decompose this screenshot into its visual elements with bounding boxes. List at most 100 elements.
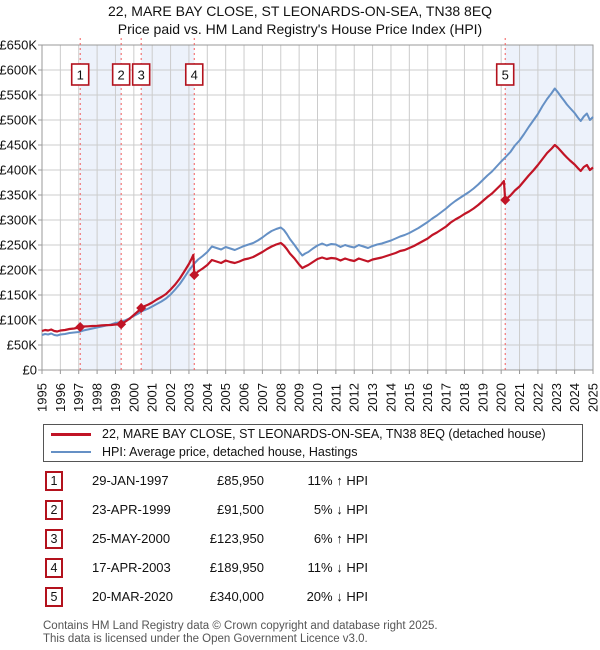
sale-date: 29-JAN-1997 <box>92 473 169 488</box>
sale-date: 20-MAR-2020 <box>92 589 173 604</box>
svg-text:1995: 1995 <box>35 383 50 412</box>
svg-text:2011: 2011 <box>328 384 343 412</box>
svg-text:1999: 1999 <box>108 383 123 412</box>
svg-text:£500K: £500K <box>0 113 37 128</box>
svg-text:2: 2 <box>118 68 125 83</box>
svg-text:£0: £0 <box>23 363 37 378</box>
svg-text:£50K: £50K <box>7 338 38 353</box>
sale-marker-box-2 <box>111 63 131 86</box>
svg-text:2014: 2014 <box>383 383 398 412</box>
svg-text:2001: 2001 <box>145 383 160 412</box>
svg-text:2007: 2007 <box>255 383 270 412</box>
svg-text:2017: 2017 <box>439 383 454 412</box>
svg-text:£600K: £600K <box>0 63 37 78</box>
svg-text:2008: 2008 <box>273 383 288 412</box>
sale-point-markers <box>75 195 511 333</box>
svg-text:£100K: £100K <box>0 313 37 328</box>
sale-marker-box-1 <box>70 63 90 86</box>
sale-hpi-change: 11% ↓ HPI <box>307 560 368 575</box>
sale-date: 25-MAY-2000 <box>92 531 171 546</box>
svg-text:2021: 2021 <box>512 383 527 412</box>
svg-text:2002: 2002 <box>163 383 178 412</box>
svg-text:£200K: £200K <box>0 263 37 278</box>
svg-text:2015: 2015 <box>402 383 417 412</box>
y-axis-labels: £0 £50K £100K £150K £200K £250K £300K £350K £400… <box>0 38 37 378</box>
table-row: 4 17-APR-2003 £189,950 11% ↓ HPI <box>43 556 563 585</box>
svg-text:£300K: £300K <box>0 213 37 228</box>
svg-text:2020: 2020 <box>494 383 509 412</box>
svg-text:1997: 1997 <box>71 383 86 412</box>
sale-diamond-3 <box>136 303 147 314</box>
sale-price: £85,950 <box>217 473 264 488</box>
svg-text:2009: 2009 <box>292 383 307 412</box>
svg-text:2013: 2013 <box>365 383 380 412</box>
svg-text:2016: 2016 <box>420 383 435 412</box>
svg-text:£250K: £250K <box>0 238 37 253</box>
sale-diamond-5 <box>500 195 511 205</box>
table-row: 3 25-MAY-2000 £123,950 6% ↑ HPI <box>43 527 563 556</box>
sale-hpi-change: 11% ↑ HPI <box>307 473 368 488</box>
property-price-line <box>41 143 594 333</box>
svg-text:2025: 2025 <box>586 383 600 412</box>
sale-hpi-change: 6% ↑ HPI <box>313 531 368 546</box>
svg-text:4: 4 <box>191 68 198 83</box>
svg-text:£350K: £350K <box>0 188 37 203</box>
license-footer: Contains HM Land Registry data © Crown c… <box>43 620 583 645</box>
svg-text:2004: 2004 <box>200 383 215 412</box>
sale-hpi-change: 20% ↓ HPI <box>306 589 368 604</box>
sale-diamond-2 <box>116 319 127 330</box>
svg-text:1998: 1998 <box>90 383 105 412</box>
sale-diamond-1 <box>75 322 86 333</box>
sale-date: 23-APR-1999 <box>92 502 171 517</box>
hpi-line-swatch <box>51 451 91 453</box>
table-row: 2 23-APR-1999 £91,500 5% ↓ HPI <box>43 498 563 527</box>
chart-legend: 22, MARE BAY CLOSE, ST LEONARDS-ON-SEA, … <box>43 424 583 462</box>
svg-text:£450K: £450K <box>0 138 37 153</box>
svg-text:2006: 2006 <box>237 383 252 412</box>
legend-label-property: 22, MARE BAY CLOSE, ST LEONARDS-ON-SEA, … <box>102 427 546 441</box>
svg-text:2023: 2023 <box>549 383 564 412</box>
x-axis-labels: 1995 1996 1997 1998 1999 2000 2001 2002 2003 2004… <box>35 383 600 412</box>
sale-price: £123,950 <box>209 531 264 546</box>
ownership-bands <box>80 45 593 370</box>
sale-hpi-change: 5% ↓ HPI <box>313 502 368 517</box>
page-title: 22, MARE BAY CLOSE, ST LEONARDS-ON-SEA, … <box>107 3 493 19</box>
sale-marker-box-3 <box>131 63 151 86</box>
sales-table: 1 29-JAN-1997 £85,950 11% ↑ HPI 2 23-APR… <box>43 469 563 614</box>
property-line-swatch <box>51 432 91 436</box>
svg-text:2019: 2019 <box>475 383 490 412</box>
table-row: 1 29-JAN-1997 £85,950 11% ↑ HPI <box>43 469 563 498</box>
svg-text:2022: 2022 <box>530 383 545 412</box>
legend-item-property: 22, MARE BAY CLOSE, ST LEONARDS-ON-SEA, … <box>44 427 582 442</box>
legend-item-hpi: HPI: Average price, detached house, Hast… <box>44 445 582 460</box>
sale-price: £189,950 <box>209 560 264 575</box>
page-subtitle: Price paid vs. HM Land Registry's House … <box>117 21 483 37</box>
table-row: 5 20-MAR-2020 £340,000 20% ↓ HPI <box>43 585 563 614</box>
sale-number-badge: 5 <box>45 587 63 607</box>
sale-marker-box-5 <box>495 63 515 86</box>
svg-text:2000: 2000 <box>126 383 141 412</box>
sale-number-badge: 4 <box>45 558 63 578</box>
svg-text:£400K: £400K <box>0 163 37 178</box>
axis-ticks <box>38 44 594 374</box>
svg-text:£150K: £150K <box>0 288 37 303</box>
svg-text:2010: 2010 <box>310 383 325 412</box>
sale-diamond-4 <box>189 270 200 281</box>
sale-number-badge: 1 <box>45 471 63 491</box>
gridlines <box>41 45 594 370</box>
svg-text:2005: 2005 <box>218 383 233 412</box>
price-chart: 1 2 3 4 5£0£50K£100K£150K£200K£250K£300K£350… <box>0 38 600 413</box>
sale-marker-box-4 <box>184 63 204 86</box>
svg-text:1: 1 <box>77 68 84 83</box>
svg-text:3: 3 <box>138 68 145 83</box>
sale-number-badge: 2 <box>45 500 63 520</box>
svg-text:2018: 2018 <box>457 383 472 412</box>
svg-text:2024: 2024 <box>567 383 582 412</box>
svg-text:1996: 1996 <box>53 383 68 412</box>
legend-label-hpi: HPI: Average price, detached house, Hast… <box>102 445 358 459</box>
sale-date: 17-APR-2003 <box>92 560 171 575</box>
footer-line-2: This data is licensed under the Open Gov… <box>43 632 368 645</box>
sale-price: £340,000 <box>209 589 264 604</box>
